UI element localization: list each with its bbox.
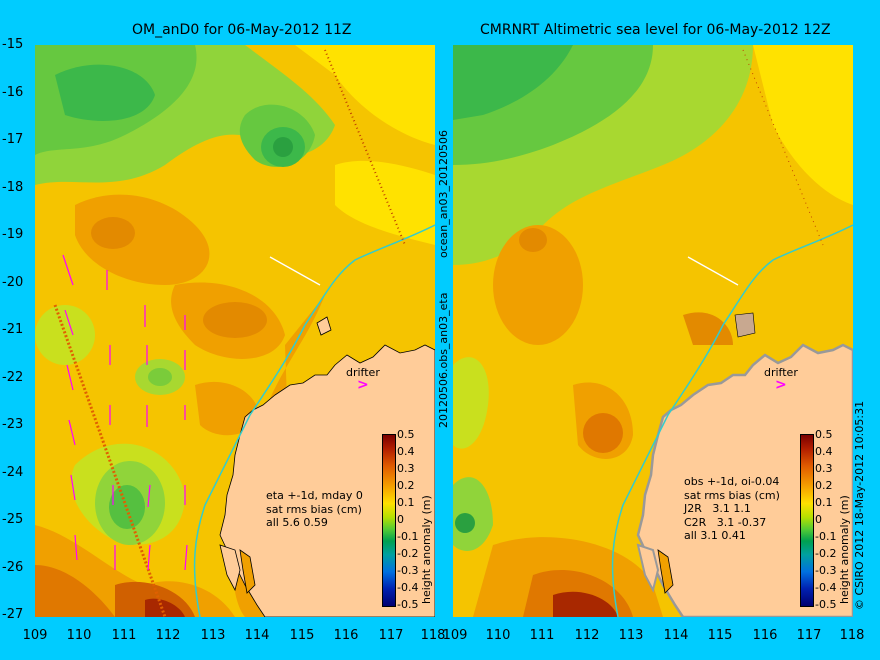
lon-tick: 109 <box>442 628 468 643</box>
left-map-title: OM_anD0 for 06-May-2012 11Z <box>132 22 352 38</box>
left-colorbar-title: height anomaly (m) <box>420 495 433 604</box>
left-map-panel <box>35 45 435 617</box>
left-colorbar-tick: 0.1 <box>397 496 415 509</box>
right-colorbar-tick: -0.3 <box>815 564 837 577</box>
lon-tick: 112 <box>574 628 600 643</box>
left-colorbar-tick: 0.3 <box>397 462 415 475</box>
left-colorbar-tick: 0 <box>397 513 404 526</box>
ocean-file-label: ocean_an03_20120506 <box>437 130 450 258</box>
obs-file-label: 20120506.obs_an03_eta <box>437 292 450 428</box>
right-colorbar-tick: -0.2 <box>815 547 837 560</box>
left-colorbar-tick: 0.4 <box>397 445 415 458</box>
lon-tick: 110 <box>66 628 92 643</box>
lat-tick: -19 <box>2 227 24 242</box>
lon-tick: 118 <box>420 628 446 643</box>
lon-tick: 117 <box>796 628 822 643</box>
lat-tick: -17 <box>2 132 24 147</box>
left-colorbar-tick: -0.3 <box>397 564 419 577</box>
lat-tick: -27 <box>2 607 24 622</box>
right-colorbar-tick: -0.4 <box>815 581 837 594</box>
right-colorbar-tick: 0 <box>815 513 822 526</box>
lon-tick: 117 <box>378 628 404 643</box>
right-colorbar <box>800 434 814 607</box>
right-map-panel <box>453 45 853 617</box>
right-colorbar-tick: 0.4 <box>815 445 833 458</box>
lat-tick: -25 <box>2 512 24 527</box>
lon-tick: 116 <box>752 628 778 643</box>
right-colorbar-tick: 0.2 <box>815 479 833 492</box>
left-drifter-label: drifter <box>346 366 380 379</box>
lat-tick: -16 <box>2 85 24 100</box>
lon-tick: 112 <box>155 628 181 643</box>
left-colorbar-tick: -0.1 <box>397 530 419 543</box>
lat-tick: -15 <box>2 37 24 52</box>
lat-tick: -18 <box>2 180 24 195</box>
lat-tick: -22 <box>2 370 24 385</box>
right-colorbar-tick: 0.3 <box>815 462 833 475</box>
left-map-graphic <box>35 45 435 617</box>
lon-tick: 118 <box>839 628 865 643</box>
right-map-graphic <box>453 45 853 617</box>
left-drifter-marker: > <box>357 377 369 393</box>
lon-tick: 113 <box>200 628 226 643</box>
left-colorbar-tick: -0.2 <box>397 547 419 560</box>
copyright-label: © CSIRO 2012 18-May-2012 10:05:31 <box>853 400 866 610</box>
right-colorbar-title: height anomaly (m) <box>838 495 851 604</box>
lat-tick: -23 <box>2 417 24 432</box>
lon-tick: 116 <box>333 628 359 643</box>
left-colorbar-tick: 0.2 <box>397 479 415 492</box>
lon-tick: 110 <box>485 628 511 643</box>
right-drifter-marker: > <box>775 377 787 393</box>
left-colorbar-tick: -0.4 <box>397 581 419 594</box>
right-colorbar-tick: 0.1 <box>815 496 833 509</box>
lat-tick: -26 <box>2 560 24 575</box>
right-drifter-label: drifter <box>764 366 798 379</box>
lon-tick: 115 <box>707 628 733 643</box>
lon-tick: 111 <box>111 628 137 643</box>
right-stats-text: obs +-1d, oi-0.04 sat rms bias (cm) J2R … <box>684 475 780 542</box>
right-colorbar-tick: -0.1 <box>815 530 837 543</box>
lon-tick: 111 <box>529 628 555 643</box>
lon-tick: 114 <box>244 628 270 643</box>
lat-tick: -20 <box>2 275 24 290</box>
left-colorbar-tick: 0.5 <box>397 428 415 441</box>
lat-tick: -24 <box>2 465 24 480</box>
left-colorbar-tick: -0.5 <box>397 598 419 611</box>
lon-tick: 115 <box>289 628 315 643</box>
right-colorbar-tick: 0.5 <box>815 428 833 441</box>
left-colorbar <box>382 434 396 607</box>
right-colorbar-tick: -0.5 <box>815 598 837 611</box>
lon-tick: 113 <box>618 628 644 643</box>
lon-tick: 109 <box>22 628 48 643</box>
left-stats-text: eta +-1d, mday 0 sat rms bias (cm) all 5… <box>266 489 363 529</box>
lon-tick: 114 <box>663 628 689 643</box>
lat-tick: -21 <box>2 322 24 337</box>
right-map-title: CMRNRT Altimetric sea level for 06-May-2… <box>480 22 831 38</box>
